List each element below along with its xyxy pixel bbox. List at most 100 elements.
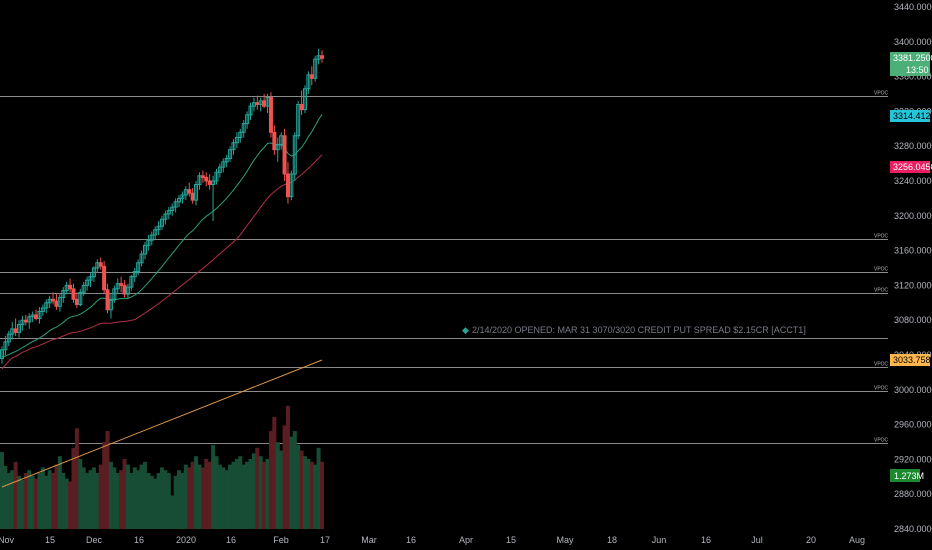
volume-bar [146,473,151,529]
volume-bar [64,478,69,529]
candle-body [217,166,222,173]
time-tick-label: Jun [652,535,667,545]
time-tick-label: 18 [607,535,617,545]
volume-bar [139,464,144,529]
candle-body [190,192,195,201]
time-tick-label: Apr [459,535,473,545]
price-badge-text: 3033.7588 [893,355,932,365]
volume-bar [245,461,250,529]
price-tick-label: 3200.0000 [894,211,932,221]
candle-body [17,324,22,333]
candle-body [108,298,113,311]
volume-bar [156,473,161,529]
time-tick-label: 15 [506,535,516,545]
candle-body [306,74,311,90]
volume-bar [221,467,226,529]
volume-bar [272,417,277,529]
candle-body [129,276,134,288]
countdown-badge [890,64,930,76]
volume-bar [306,459,311,529]
candle-body [166,210,171,215]
volume-bar [88,470,93,529]
price-tick-label: 3280.0000 [894,141,932,151]
level-label: VPOC [874,362,889,368]
price-tick-label: 3080.0000 [894,315,932,325]
candle-body [238,131,243,138]
candlesticks [0,48,324,364]
time-tick-label: 2020 [176,535,196,545]
volume-bar [132,467,137,529]
candle-body [309,74,314,79]
volume-bar [20,480,25,529]
candle-body [292,135,297,175]
volume-bar [37,473,42,529]
price-tick-label: 3240.0000 [894,176,932,186]
volume-bar [13,461,18,529]
candle-body [204,177,209,182]
volume-bar [207,461,212,529]
volume-bar [98,464,103,529]
price-tick-label: 3440.0000 [894,2,932,12]
price-tick-label: 3160.0000 [894,246,932,256]
candle-body [3,341,8,351]
sma-long-line [1,359,323,488]
candle-body [255,102,260,105]
volume-bar [238,456,243,529]
volume-bar [163,470,168,529]
candle-body [320,55,324,59]
volume-bar [27,470,32,529]
volume-bar [255,447,260,529]
level-label: VPOC [874,386,889,392]
candle-body [262,100,267,107]
price-tick-label: 2840.0000 [894,524,932,534]
candle-body [122,284,127,295]
volume-bar [231,461,236,529]
volume-bar [149,475,154,529]
candle-body [85,279,90,286]
candle-body [13,328,18,333]
candle-body [302,88,307,111]
candle-body [149,234,154,241]
time-tick-label: 15 [45,535,55,545]
volume-bar [6,473,11,529]
countdown-text: 13:50 [906,65,929,75]
candle-body [71,288,76,300]
candle-body [105,289,110,311]
candle-body [296,103,301,137]
candle-body [200,175,205,179]
ema-fast-line [1,114,323,358]
volume-bar [190,461,195,529]
volume-bar [81,467,86,529]
time-tick-label: 16 [701,535,711,545]
volume-bar [74,428,79,529]
volume-bar [316,447,321,529]
level-label: VPOC [874,288,889,294]
volume-bar [122,459,127,529]
volume-bar [211,445,216,529]
time-tick-label: Jul [751,535,763,545]
candle-body [6,333,11,343]
time-axis[interactable]: Nov 15 Dec 16 2020 16 Feb 17 Mar 16 Apr 15 May 18 Jun 1… [0,535,865,545]
volume-bar [51,473,56,529]
time-tick-label: May [556,535,574,545]
volume-bar [248,459,253,529]
price-tick-label: 3400.0000 [894,37,932,47]
candle-body [231,142,236,151]
trade-annotation[interactable]: ◆ 2/14/2020 OPENED: MAR 31 3070/3020 CRE… [462,325,806,335]
volume-bar [153,478,158,529]
volume-bar [309,461,314,529]
volume-bar [95,473,100,529]
volume-bar [289,436,294,529]
candle-body [156,225,161,231]
price-axis[interactable]: 3440.00003400.00003360.00003320.00003280… [888,0,932,550]
volume-bar [268,431,273,529]
time-tick-label: Nov [0,535,14,545]
volume-badge [890,469,920,482]
time-tick-label: 20 [806,535,816,545]
candle-body [197,175,202,185]
candle-body [211,180,216,185]
volume-bar [136,470,141,529]
volume-bar [292,431,297,529]
candle-body [34,314,39,319]
